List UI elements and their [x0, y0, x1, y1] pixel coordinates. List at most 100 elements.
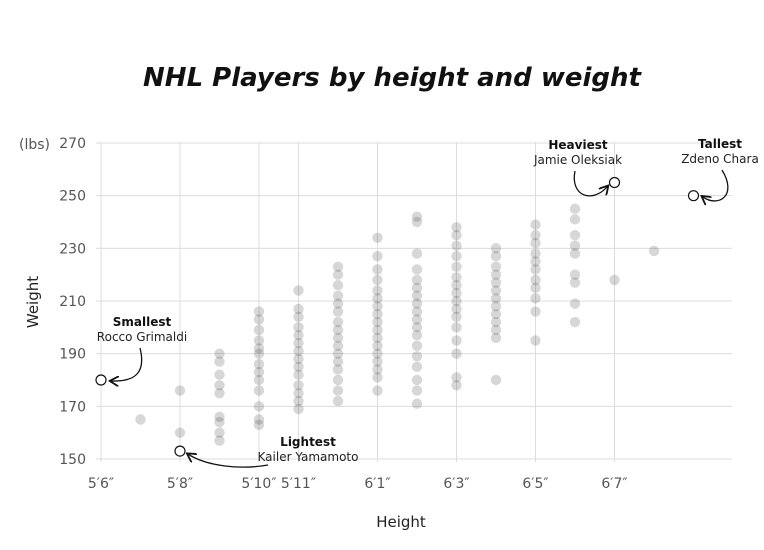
data-point — [411, 216, 423, 228]
data-point — [411, 298, 423, 309]
annotated-point — [608, 176, 621, 189]
data-point — [451, 322, 462, 333]
data-point — [530, 274, 541, 286]
data-point — [569, 277, 581, 288]
data-point — [253, 374, 265, 386]
x-tick-label: 5′11″ — [281, 476, 316, 492]
data-point — [411, 398, 423, 409]
data-point — [332, 298, 344, 309]
data-point — [293, 380, 304, 391]
annotation-title: Lightest — [280, 435, 336, 449]
annotated-point — [687, 190, 700, 202]
chart-title: NHL Players by height and weight — [143, 63, 642, 93]
data-point — [569, 214, 581, 225]
data-point — [253, 385, 265, 396]
data-point — [372, 356, 383, 367]
data-point — [332, 364, 344, 375]
data-point — [569, 203, 581, 215]
data-point — [332, 385, 344, 396]
data-point — [451, 280, 462, 291]
data-point — [530, 282, 541, 294]
data-point — [293, 345, 304, 357]
data-point — [293, 311, 304, 322]
data-point — [372, 293, 383, 304]
data-point — [490, 374, 502, 386]
data-point — [293, 285, 304, 296]
data-point — [214, 435, 225, 446]
data-point — [372, 348, 383, 359]
data-point — [569, 229, 581, 241]
data-point — [293, 322, 304, 333]
data-point — [253, 401, 265, 412]
annotation-arrow — [573, 170, 607, 197]
data-point — [293, 353, 304, 365]
data-point — [253, 324, 265, 336]
data-point — [372, 332, 383, 344]
data-point — [490, 261, 502, 272]
data-point — [530, 237, 541, 249]
data-point — [332, 356, 344, 367]
data-point — [411, 282, 423, 294]
data-point — [451, 348, 462, 359]
data-point — [411, 290, 423, 301]
data-point — [293, 403, 304, 415]
y-tick-label: 210 — [59, 294, 86, 310]
data-point — [411, 374, 423, 386]
data-point — [411, 274, 423, 286]
data-point — [411, 264, 423, 275]
annotation-name: Zdeno Chara — [681, 152, 759, 166]
data-point — [411, 322, 423, 333]
data-point — [332, 269, 344, 280]
x-tick-label: 5′8″ — [167, 476, 193, 492]
data-point — [490, 285, 502, 296]
data-point — [451, 240, 462, 251]
y-axis-label: Weight — [24, 276, 42, 328]
data-point — [293, 330, 304, 341]
data-point — [332, 324, 344, 336]
data-point — [332, 280, 344, 291]
data-point — [332, 306, 344, 317]
data-point — [372, 264, 383, 275]
data-point — [411, 361, 423, 373]
data-point — [214, 387, 225, 399]
annotated-point — [95, 374, 107, 386]
data-point — [214, 369, 225, 380]
y-tick-label: 190 — [59, 347, 86, 363]
data-point — [490, 308, 502, 320]
data-point — [569, 269, 581, 280]
annotation-name: Jamie Oleksiak — [533, 153, 622, 167]
data-point — [253, 306, 265, 317]
data-point — [135, 414, 146, 425]
data-point — [372, 385, 383, 396]
data-point — [411, 340, 423, 351]
data-point — [372, 364, 383, 375]
data-point — [451, 261, 462, 272]
annotation-title: Smallest — [113, 315, 172, 329]
data-point — [451, 222, 462, 233]
data-point — [293, 369, 304, 380]
data-point — [332, 395, 344, 407]
data-point — [253, 359, 265, 370]
axis-ticks: 150 170 190 210 230 250 270 5′6″ 5′8″ 5′10″ 5′11″ 6… — [59, 136, 627, 492]
data-point — [372, 372, 383, 383]
data-point — [451, 311, 462, 322]
data-point — [530, 293, 541, 304]
data-point — [214, 348, 225, 359]
data-point — [490, 251, 502, 262]
data-point — [214, 427, 225, 438]
data-point — [451, 287, 462, 299]
data-point — [411, 351, 423, 362]
data-point — [253, 343, 265, 354]
data-point — [253, 414, 265, 425]
data-point — [372, 316, 383, 328]
y-tick-label: 230 — [59, 241, 86, 257]
data-point — [372, 274, 383, 286]
data-point — [490, 243, 502, 254]
data-point — [490, 324, 502, 336]
data-point — [293, 387, 304, 399]
x-tick-label: 5′6″ — [88, 476, 114, 492]
data-point — [490, 293, 502, 304]
data-point — [569, 316, 581, 328]
y-unit-label: (lbs) — [19, 137, 50, 153]
